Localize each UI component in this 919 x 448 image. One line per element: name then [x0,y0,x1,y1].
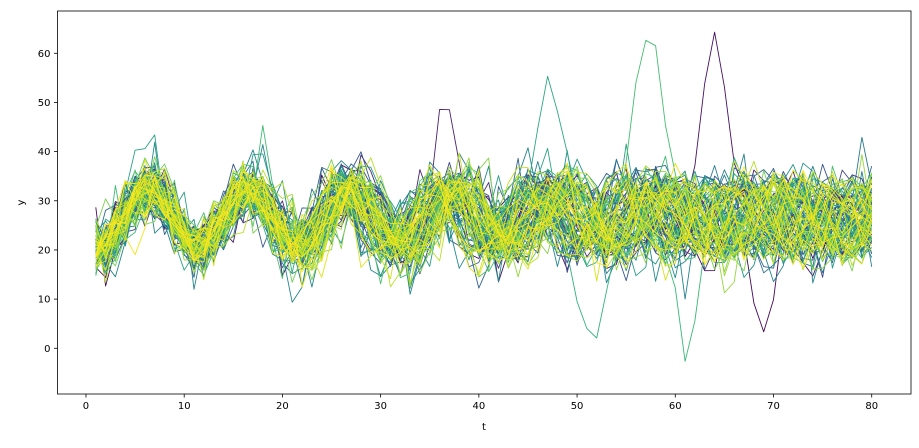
series-line [95,171,873,263]
x-tick-label: 20 [276,401,289,412]
y-tick-label: 60 [38,49,51,60]
series-line [95,166,873,281]
series-line [95,179,873,261]
series-layer [95,31,873,362]
y-axis-label: y [16,199,27,205]
x-tick-label: 30 [374,401,387,412]
series-line [95,166,873,268]
y-tick-label: 40 [38,147,51,158]
series-line [95,160,872,280]
x-tick-label: 40 [472,401,485,412]
series-line [95,152,873,288]
axes-frame [57,10,912,395]
y-tick-label: 10 [38,295,51,306]
series-line [95,168,872,278]
y-tick-label: 30 [38,196,51,207]
series-line [95,162,873,270]
x-tick-label: 50 [571,401,584,412]
x-axis-label: t [482,422,486,433]
series-line [95,164,873,262]
x-tick-label: 10 [178,401,191,412]
x-tick-label: 60 [669,401,682,412]
x-tick-label: 0 [83,401,89,412]
series-line [95,175,873,265]
ticks-layer: 0 10 20 30 40 50 60 70 80 0 10 20 30 40 50 60 [38,49,878,412]
y-tick-label: 20 [38,245,51,256]
x-tick-label: 80 [865,401,878,412]
y-tick-label: 0 [44,344,50,355]
series-line [95,167,873,273]
x-tick-label: 70 [767,401,780,412]
series-line [95,159,872,282]
y-tick-label: 50 [38,98,51,109]
